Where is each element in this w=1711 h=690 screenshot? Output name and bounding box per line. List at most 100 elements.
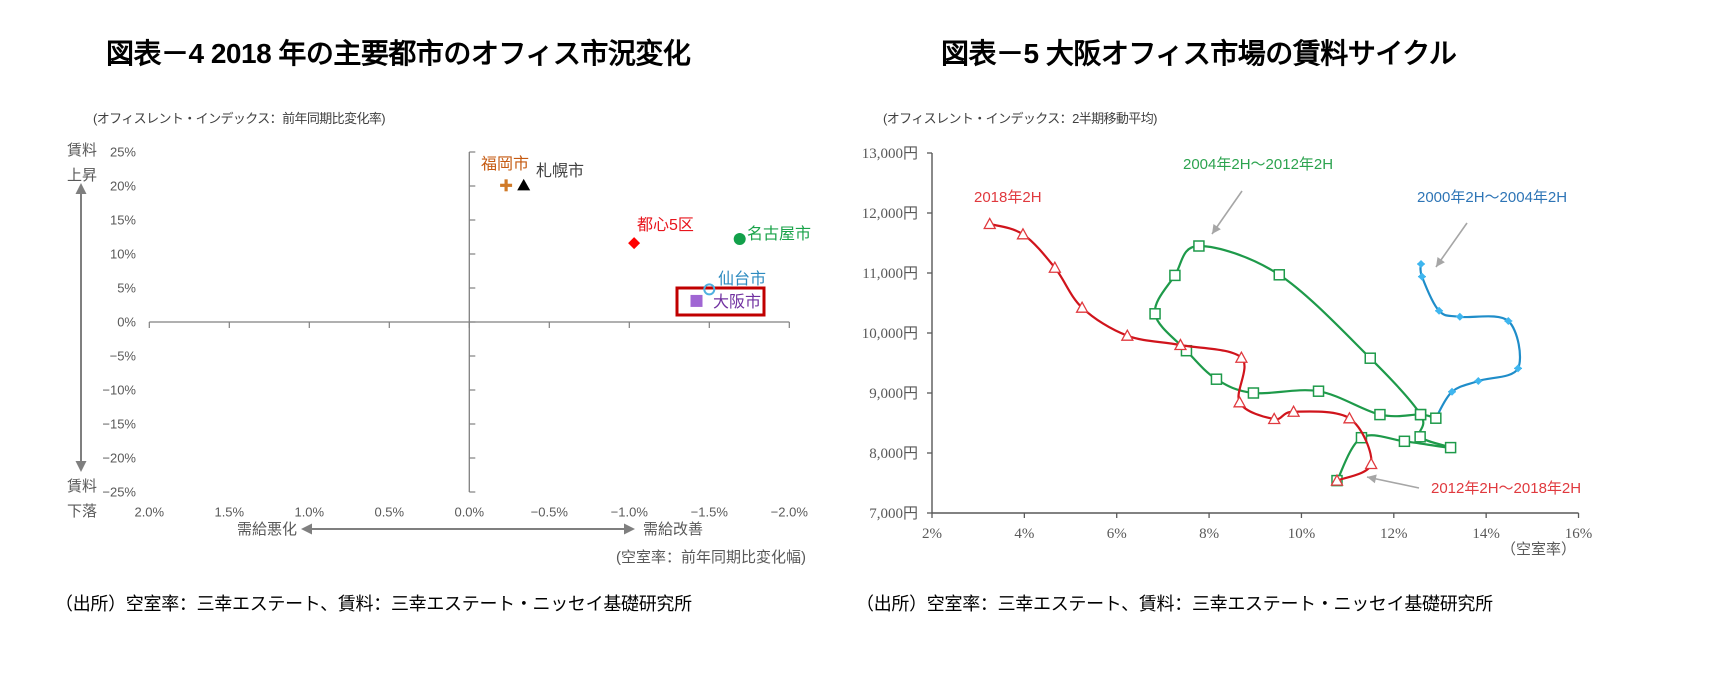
triangle-marker xyxy=(983,217,997,230)
square-marker xyxy=(1149,308,1161,320)
x-tick-label: 1.0% xyxy=(294,505,324,520)
point-label: 名古屋市 xyxy=(747,225,811,243)
highlight-box xyxy=(675,286,766,317)
y-tick-label: 20% xyxy=(110,179,136,194)
y-tick-label: 11,000円 xyxy=(862,266,918,282)
square-marker xyxy=(1193,240,1205,252)
triangle-marker xyxy=(1342,411,1357,424)
point-label: 仙台市 xyxy=(718,270,766,288)
point-label: 都心5区 xyxy=(637,216,694,234)
x-arrow-left-label: 需給悪化 xyxy=(237,521,297,538)
y-arrow-bottom-label-2: 下落 xyxy=(67,503,97,520)
figure5-title: 図表－5 大阪オフィス市場の賃料サイクル xyxy=(941,38,1457,69)
y-tick-label: −25% xyxy=(102,485,136,500)
star-marker xyxy=(1514,364,1523,373)
star-marker xyxy=(1474,377,1483,385)
y-tick-label: −20% xyxy=(102,451,136,466)
y-tick-label: −15% xyxy=(102,417,136,432)
series-0 xyxy=(1417,260,1523,423)
square-marker xyxy=(1414,408,1427,421)
square-marker xyxy=(1430,412,1442,424)
square-marker xyxy=(1169,269,1181,282)
y-tick-label: 9,000円 xyxy=(869,386,918,402)
data-point xyxy=(628,237,641,250)
figure4-title: 図表－4 2018 年の主要都市のオフィス市況変化 xyxy=(106,38,691,69)
y-tick-label: 0% xyxy=(117,315,136,330)
point-label: 札幌市 xyxy=(536,162,584,180)
x-tick-label: 1.5% xyxy=(214,505,244,520)
triangle-marker xyxy=(1048,260,1062,273)
data-point xyxy=(517,178,531,191)
triangle-marker xyxy=(1232,395,1247,408)
point-label: 大阪市 xyxy=(713,293,761,311)
triangle-marker xyxy=(1330,473,1344,486)
y-arrow-top-label-2: 上昇 xyxy=(67,167,97,184)
star-marker xyxy=(1417,260,1426,268)
series-2 xyxy=(983,217,1378,486)
data-point xyxy=(690,294,703,307)
square-marker xyxy=(1444,441,1457,454)
triangle-marker xyxy=(1234,350,1249,363)
x-tick-label: 12% xyxy=(1380,526,1408,542)
x-tick-label: 8% xyxy=(1199,526,1219,542)
square-marker xyxy=(1374,408,1386,421)
series-line xyxy=(1419,263,1522,419)
star-marker xyxy=(1417,272,1426,281)
arrow-left-icon xyxy=(301,523,312,535)
triangle-marker xyxy=(1286,404,1301,417)
square-marker xyxy=(1312,385,1325,397)
square-marker xyxy=(1414,431,1426,443)
x-tick-label: 10% xyxy=(1288,526,1316,542)
x-tick-label: 2.0% xyxy=(134,505,164,520)
point-label: 福岡市 xyxy=(481,155,529,173)
y-tick-label: 8,000円 xyxy=(869,446,918,462)
x-tick-label: −1.5% xyxy=(691,505,729,520)
star-marker xyxy=(1447,387,1456,396)
arrow-right-icon xyxy=(624,523,635,535)
y-tick-label: 12,000円 xyxy=(862,206,918,222)
star-marker xyxy=(1455,312,1464,321)
y-tick-label: 25% xyxy=(110,145,136,160)
series-label-2000-2004: 2000年2H～2004年2H xyxy=(1417,189,1567,206)
figure5-line-chart: 2018年2H 2004年2H～2012年2H 2000年2H～2004年2H … xyxy=(862,146,1593,558)
square-marker xyxy=(1364,352,1376,364)
arrowhead-icon xyxy=(1212,224,1221,234)
data-point xyxy=(733,233,746,246)
x-tick-label: 2% xyxy=(922,526,942,542)
triangle-marker xyxy=(1120,328,1134,341)
series-1 xyxy=(1149,240,1457,487)
triangle-marker xyxy=(1173,338,1188,351)
data-point xyxy=(703,283,716,296)
x-tick-label: 6% xyxy=(1107,526,1127,542)
x-tick-label: 16% xyxy=(1565,526,1593,542)
figure4-scatter-chart: 賃料 上昇 賃料 下落 需給悪化 需給改善 (空室率：前年同期比変化幅) 2.0… xyxy=(67,142,811,566)
data-point xyxy=(500,179,513,192)
triangle-marker xyxy=(1075,300,1089,313)
y-arrow-bottom-label-1: 賃料 xyxy=(67,478,97,495)
x-axis-title: （空室率） xyxy=(1501,541,1576,558)
triangle-marker xyxy=(1016,227,1030,240)
arrow-down-icon xyxy=(75,461,87,472)
y-tick-label: 13,000円 xyxy=(862,146,918,162)
figure4-subtitle: (オフィスレント・インデックス：前年同期比変化率) xyxy=(93,111,386,126)
square-marker xyxy=(1247,387,1260,399)
series-label-2004-2012: 2004年2H～2012年2H xyxy=(1183,156,1333,173)
triangle-marker xyxy=(1364,457,1378,470)
y-tick-label: 10% xyxy=(110,247,136,262)
figure4-source-note: （出所）空室率：三幸エステート、賃料：三幸エステート・ニッセイ基礎研究所 xyxy=(55,594,692,614)
x-arrow-right-label: 需給改善 xyxy=(643,521,703,538)
y-tick-label: −5% xyxy=(110,349,137,364)
square-marker xyxy=(1210,373,1223,385)
x-tick-label: −2.0% xyxy=(771,505,809,520)
x-tick-label: 0.5% xyxy=(374,505,404,520)
figure5-subtitle: (オフィスレント・インデックス：2半期移動平均) xyxy=(883,111,1157,126)
arrowhead-icon xyxy=(1367,474,1377,484)
square-marker xyxy=(1273,269,1286,281)
x-tick-label: 0.0% xyxy=(454,505,484,520)
y-arrow-top-label-1: 賃料 xyxy=(67,142,97,159)
arrow-up-icon xyxy=(75,183,87,194)
x-tick-label: −1.0% xyxy=(611,505,649,520)
triangle-marker xyxy=(1267,412,1281,425)
x-tick-label: 4% xyxy=(1014,526,1034,542)
series-label-2012-2018: 2012年2H～2018年2H xyxy=(1431,480,1581,497)
